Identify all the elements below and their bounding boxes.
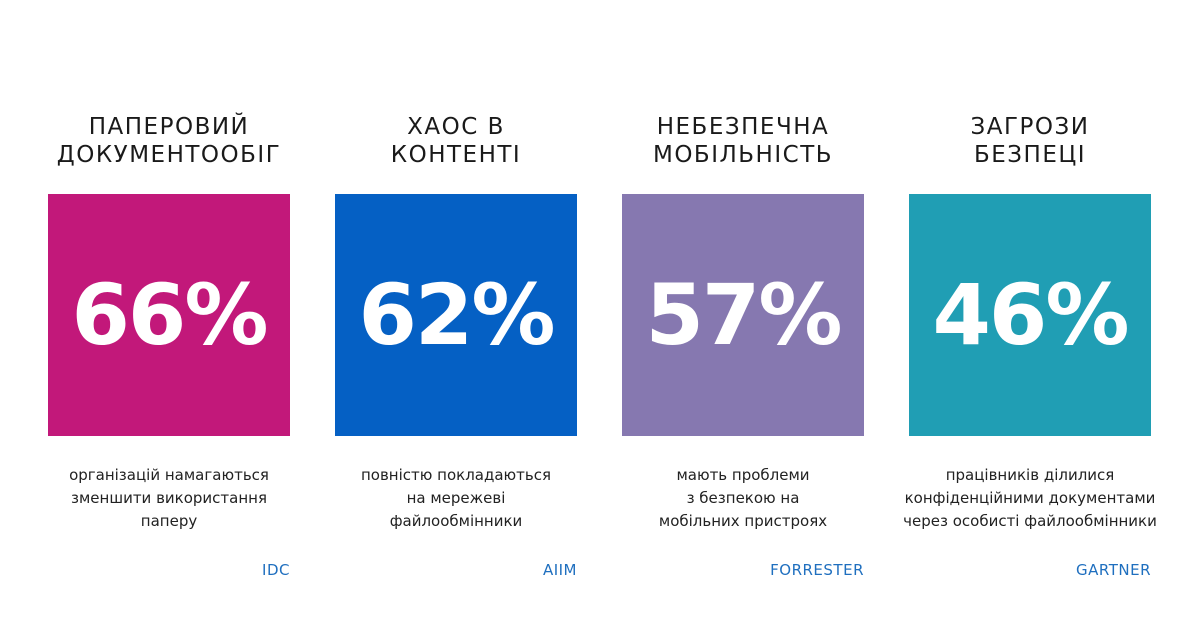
- stat-description-line: мобільних пристроях: [658, 512, 828, 530]
- stat-description-line: організацій намагаються: [69, 466, 269, 484]
- stat-column-content-chaos: ХАОС В КОНТЕНТІ 62% повністю покладаютьс…: [311, 0, 601, 630]
- stat-description-line: паперу: [140, 512, 198, 530]
- stat-value: 66%: [71, 266, 268, 364]
- stat-value: 46%: [932, 266, 1129, 364]
- stat-tile: 66%: [48, 194, 290, 436]
- stat-description-line: на мережеві: [406, 489, 506, 507]
- stat-description-line: з безпекою на: [686, 489, 800, 507]
- stat-title-line: МОБІЛЬНІСТЬ: [652, 142, 834, 168]
- stat-title-line: ПАПЕРОВИЙ: [88, 114, 250, 140]
- stat-description-line: повністю покладаються: [360, 466, 552, 484]
- stat-tile: 57%: [622, 194, 864, 436]
- stat-description-line: зменшити використання: [71, 489, 267, 507]
- stat-column-mobility: НЕБЕЗПЕЧНА МОБІЛЬНІСТЬ 57% мають проблем…: [598, 0, 888, 630]
- stat-title-line: ХАОС В: [407, 114, 505, 140]
- stat-title: ПАПЕРОВИЙ ДОКУМЕНТООБІГ: [24, 113, 314, 169]
- stat-value: 57%: [645, 266, 842, 364]
- stat-title-line: ДОКУМЕНТООБІГ: [56, 142, 282, 168]
- stat-description: працівників ділилися конфіденційними док…: [885, 464, 1175, 533]
- stat-title-line: КОНТЕНТІ: [390, 142, 522, 168]
- stat-title-line: НЕБЕЗПЕЧНА: [656, 114, 830, 140]
- stat-title-line: БЕЗПЕЦІ: [973, 142, 1087, 168]
- stat-description-line: конфіденційними документами: [904, 489, 1156, 507]
- stat-description-line: працівників ділилися: [945, 466, 1115, 484]
- stat-description: організацій намагаються зменшити викорис…: [24, 464, 314, 533]
- stat-value: 62%: [358, 266, 555, 364]
- stat-title: ХАОС В КОНТЕНТІ: [311, 113, 601, 169]
- stat-tile: 46%: [909, 194, 1151, 436]
- stat-description-line: через особисті файлообмінники: [903, 512, 1157, 530]
- stat-description-line: мають проблеми: [676, 466, 810, 484]
- stat-column-paper-workflow: ПАПЕРОВИЙ ДОКУМЕНТООБІГ 66% організацій …: [24, 0, 314, 630]
- stat-description-line: файлообмінники: [389, 512, 523, 530]
- stat-source-link[interactable]: IDC: [262, 561, 290, 579]
- stat-column-security-threats: ЗАГРОЗИ БЕЗПЕЦІ 46% працівників ділилися…: [885, 0, 1175, 630]
- stat-source-link[interactable]: AIIM: [542, 561, 577, 579]
- stat-title: НЕБЕЗПЕЧНА МОБІЛЬНІСТЬ: [598, 113, 888, 169]
- stat-source-link[interactable]: FORRESTER: [770, 561, 864, 579]
- stat-tile: 62%: [335, 194, 577, 436]
- stat-description: мають проблеми з безпекою на мобільних п…: [598, 464, 888, 533]
- stat-title-line: ЗАГРОЗИ: [970, 114, 1090, 140]
- stat-source-link[interactable]: GARTNER: [1076, 561, 1151, 579]
- stat-description: повністю покладаються на мережеві файлоо…: [311, 464, 601, 533]
- stat-title: ЗАГРОЗИ БЕЗПЕЦІ: [885, 113, 1175, 169]
